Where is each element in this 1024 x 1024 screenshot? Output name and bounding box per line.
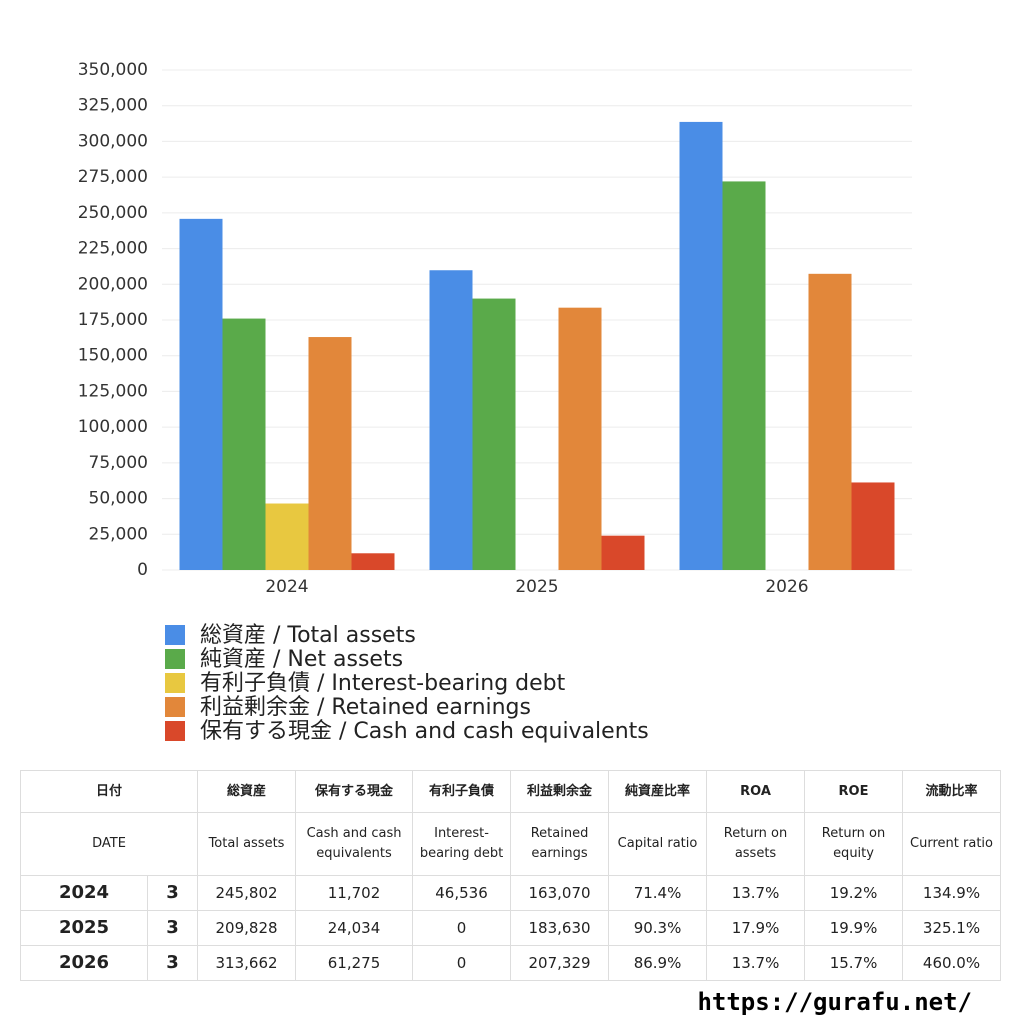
legend-label: 有利子負債 / Interest-bearing debt bbox=[200, 671, 566, 696]
bar bbox=[429, 270, 473, 570]
bar bbox=[679, 121, 723, 570]
data-row: 2025 3 209,828 24,034 0 183,630 90.3% 17.9% 19.9… bbox=[20, 910, 1002, 946]
table-cell: 325.1% bbox=[902, 910, 1002, 946]
table-cell: 2024 bbox=[20, 875, 148, 911]
table-cell: 2025 bbox=[20, 910, 148, 946]
y-tick-label: 325,000 bbox=[78, 96, 148, 116]
y-tick-label: 150,000 bbox=[78, 346, 148, 366]
table-cell: 0 bbox=[412, 945, 512, 981]
table-cell: 13.7% bbox=[706, 875, 806, 911]
table-cell: 71.4% bbox=[608, 875, 708, 911]
bar bbox=[722, 181, 766, 570]
y-tick-label: 0 bbox=[137, 560, 148, 580]
table-cell: 3 bbox=[146, 910, 199, 946]
y-tick-label: 200,000 bbox=[78, 274, 148, 294]
table-cell: 90.3% bbox=[608, 910, 708, 946]
table-cell: DATE bbox=[19, 812, 199, 876]
table-cell: 純資産比率 bbox=[608, 770, 708, 813]
table-cell: 46,536 bbox=[412, 875, 512, 911]
table-cell: 15.7% bbox=[804, 945, 904, 981]
legend-swatch bbox=[165, 625, 185, 645]
y-tick-label: 25,000 bbox=[89, 524, 148, 544]
table-cell: 61,275 bbox=[295, 945, 414, 981]
bar bbox=[222, 318, 266, 570]
legend-label: 純資産 / Net assets bbox=[200, 647, 403, 672]
table-cell: ROE bbox=[804, 770, 904, 813]
table-cell: 2026 bbox=[20, 945, 148, 981]
legend-swatch bbox=[165, 697, 185, 717]
bar bbox=[308, 337, 352, 570]
table-cell: ROA bbox=[706, 770, 806, 813]
legend-label: 保有する現金 / Cash and cash equivalents bbox=[200, 719, 649, 744]
y-tick-label: 125,000 bbox=[78, 381, 148, 401]
table-cell: 17.9% bbox=[706, 910, 806, 946]
bar bbox=[351, 553, 395, 570]
bar bbox=[808, 273, 852, 570]
y-tick-label: 225,000 bbox=[78, 239, 148, 259]
y-tick-label: 300,000 bbox=[78, 131, 148, 151]
table-cell: 3 bbox=[146, 875, 199, 911]
table-cell: 245,802 bbox=[197, 875, 297, 911]
table-cell: 保有する現金 bbox=[295, 770, 414, 813]
header-row: 日付 総資産 保有する現金 有利子負債 利益剰余金 純資産比率 ROA ROE 流動比率 bbox=[19, 770, 1002, 813]
table-cell: 13.7% bbox=[706, 945, 806, 981]
table-cell: 有利子負債 bbox=[412, 770, 512, 813]
data-row: 2024 3 245,802 11,702 46,536 163,070 71.4% 13.7… bbox=[20, 875, 1002, 911]
table-cell: 利益剰余金 bbox=[510, 770, 610, 813]
table-cell: Retained earnings bbox=[510, 812, 610, 876]
x-tick-label: 2024 bbox=[265, 577, 308, 597]
table-cell: 日付 bbox=[19, 770, 199, 813]
table-cell: Return on equity bbox=[804, 812, 904, 876]
table-cell: 19.9% bbox=[804, 910, 904, 946]
table-cell: 11,702 bbox=[295, 875, 414, 911]
table-cell: Cash and cash equivalents bbox=[295, 812, 414, 876]
y-tick-label: 250,000 bbox=[78, 203, 148, 223]
x-tick-label: 2025 bbox=[515, 577, 558, 597]
y-tick-label: 275,000 bbox=[78, 167, 148, 187]
legend-swatch bbox=[165, 673, 185, 693]
header-row: DATE Total assets Cash and cash equivalent… bbox=[19, 812, 1002, 876]
table-cell: Current ratio bbox=[902, 812, 1002, 876]
table-cell: 24,034 bbox=[295, 910, 414, 946]
bar bbox=[265, 503, 309, 570]
y-tick-label: 50,000 bbox=[89, 489, 148, 509]
table-cell: Interest-bearing debt bbox=[412, 812, 512, 876]
data-table: 日付 総資産 保有する現金 有利子負債 利益剰余金 純資産比率 ROA ROE 流動比率 DATE… bbox=[19, 770, 1002, 981]
bar bbox=[851, 482, 895, 570]
table-cell: 86.9% bbox=[608, 945, 708, 981]
y-tick-label: 175,000 bbox=[78, 310, 148, 330]
table-cell: 総資産 bbox=[197, 770, 297, 813]
legend-swatch bbox=[165, 721, 185, 741]
x-tick-label: 2026 bbox=[765, 577, 808, 597]
y-tick-label: 100,000 bbox=[78, 417, 148, 437]
table-cell: Capital ratio bbox=[608, 812, 708, 876]
table-cell: 209,828 bbox=[197, 910, 297, 946]
table-cell: 460.0% bbox=[902, 945, 1002, 981]
footer-url: https://gurafu.net/ bbox=[697, 988, 972, 1016]
legend-swatch bbox=[165, 649, 185, 669]
legend-label: 利益剰余金 / Retained earnings bbox=[200, 695, 531, 720]
bar bbox=[601, 535, 645, 570]
bar bbox=[179, 218, 223, 570]
table-cell: 207,329 bbox=[510, 945, 610, 981]
legend-label: 総資産 / Total assets bbox=[200, 623, 416, 648]
table-cell: Return on assets bbox=[706, 812, 806, 876]
table-cell: 3 bbox=[146, 945, 199, 981]
table-cell: 19.2% bbox=[804, 875, 904, 911]
data-row: 2026 3 313,662 61,275 0 207,329 86.9% 13.7% 15.7… bbox=[20, 945, 1002, 981]
table-cell: Total assets bbox=[197, 812, 297, 876]
table-cell: 0 bbox=[412, 910, 512, 946]
table-cell: 183,630 bbox=[510, 910, 610, 946]
bar bbox=[472, 298, 516, 570]
table-cell: 134.9% bbox=[902, 875, 1002, 911]
y-tick-label: 350,000 bbox=[78, 60, 148, 80]
y-tick-label: 75,000 bbox=[89, 453, 148, 473]
bar bbox=[558, 307, 602, 570]
table-cell: 313,662 bbox=[197, 945, 297, 981]
table-cell: 163,070 bbox=[510, 875, 610, 911]
table-cell: 流動比率 bbox=[902, 770, 1002, 813]
chart: 0 25,000 50,000 75,000 100,000 125,000 150,000… bbox=[78, 60, 912, 744]
